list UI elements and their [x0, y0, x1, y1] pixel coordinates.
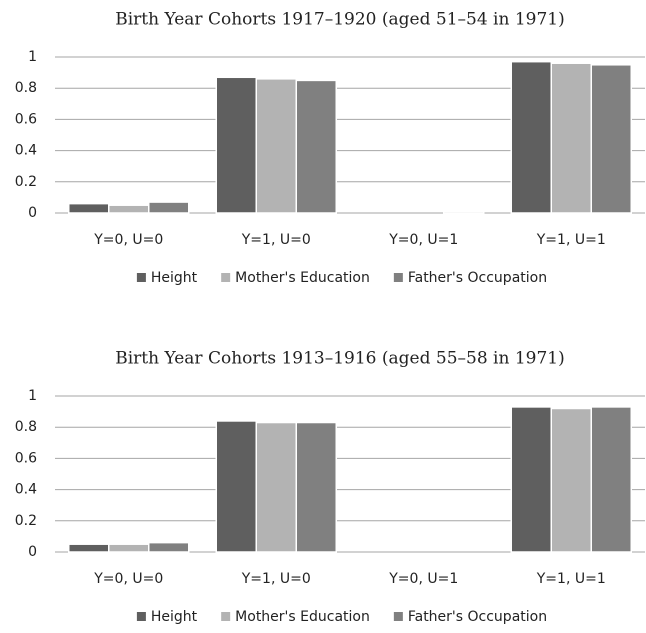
x-tick-label: Y=1, U=0 — [241, 571, 311, 587]
bar — [108, 543, 150, 553]
legend-label: Father's Occupation — [408, 270, 547, 286]
y-tick-label: 0.2 — [15, 513, 37, 529]
bar — [590, 406, 632, 553]
legend-label: Height — [151, 609, 198, 625]
x-tick-label: Y=0, U=0 — [93, 571, 163, 587]
bar — [510, 406, 552, 553]
bar — [108, 204, 150, 214]
bar — [255, 421, 297, 553]
x-tick-label: Y=0, U=1 — [388, 232, 458, 248]
x-tick-label: Y=1, U=1 — [536, 232, 606, 248]
bar — [295, 79, 337, 214]
legend-swatch — [136, 273, 146, 282]
legend-label: Mother's Education — [235, 609, 370, 625]
bar — [68, 202, 110, 214]
x-tick-label: Y=1, U=1 — [536, 571, 606, 587]
legend-swatch — [393, 612, 403, 621]
x-tick-label: Y=0, U=1 — [388, 571, 458, 587]
legend-swatch — [136, 612, 146, 621]
x-tick-label: Y=1, U=0 — [241, 232, 311, 248]
chart-title: Birth Year Cohorts 1917–1920 (aged 51–54… — [115, 10, 565, 30]
y-tick-label: 0.8 — [15, 419, 37, 435]
y-tick-label: 0.4 — [15, 482, 37, 498]
y-tick-label: 0.8 — [15, 80, 37, 96]
y-tick-label: 1 — [28, 388, 37, 404]
bar — [443, 210, 485, 214]
bar — [510, 60, 552, 214]
y-tick-label: 0.4 — [15, 143, 37, 159]
y-tick-label: 0.6 — [15, 450, 37, 466]
bar — [148, 541, 190, 553]
bar — [68, 543, 110, 553]
bar — [215, 76, 257, 214]
bar — [590, 64, 632, 214]
y-tick-label: 0 — [28, 544, 37, 560]
legend-swatch — [221, 273, 231, 282]
y-tick-label: 0 — [28, 205, 37, 221]
y-tick-label: 1 — [28, 49, 37, 65]
legend-label: Mother's Education — [235, 270, 370, 286]
legend-label: Height — [151, 270, 198, 286]
y-tick-label: 0.6 — [15, 111, 37, 127]
legend-swatch — [393, 273, 403, 282]
x-tick-label: Y=0, U=0 — [93, 232, 163, 248]
bar — [295, 421, 337, 553]
chart-title: Birth Year Cohorts 1913–1916 (aged 55–58… — [115, 349, 565, 369]
bar — [148, 201, 190, 214]
y-tick-label: 0.2 — [15, 174, 37, 190]
legend-swatch — [221, 612, 231, 621]
legend-label: Father's Occupation — [408, 609, 547, 625]
bar — [255, 78, 297, 214]
bar — [550, 62, 592, 214]
bar — [550, 407, 592, 553]
bar — [215, 420, 257, 553]
